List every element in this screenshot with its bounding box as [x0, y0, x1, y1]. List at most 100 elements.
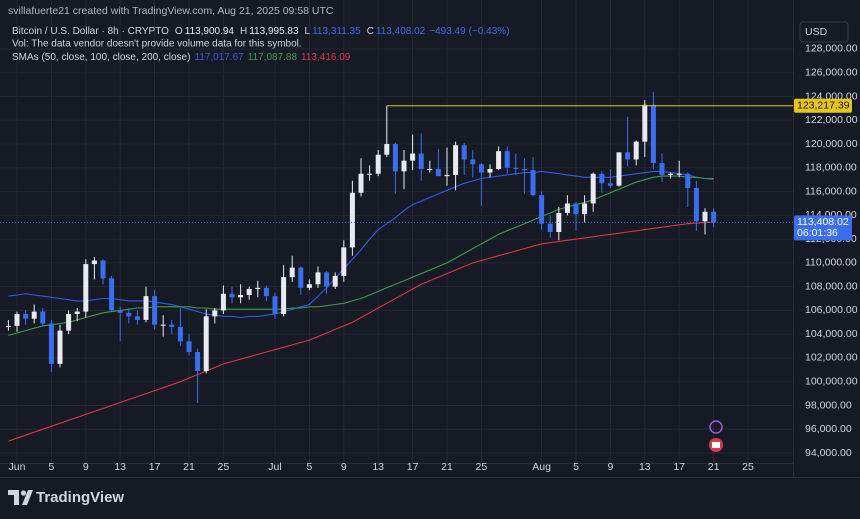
candle-body	[702, 211, 708, 222]
candle-body	[633, 141, 639, 160]
candle-body	[91, 260, 97, 265]
symbol: Bitcoin / U.S. Dollar · 8h · CRYPTO	[12, 26, 169, 37]
candle-body	[152, 296, 158, 325]
candle-body	[521, 168, 527, 171]
ohlc-value: 113,900.94	[185, 26, 235, 37]
candle-body	[547, 223, 553, 232]
ohlc-value: 113,311.35	[312, 26, 361, 37]
x-tick-label: 13	[114, 461, 126, 473]
candle-body	[358, 173, 364, 193]
candle-body	[298, 267, 304, 288]
countdown: 06:01:36	[797, 227, 838, 239]
x-tick-label: 5	[573, 461, 579, 473]
last-price-label: 113,408.02	[797, 216, 849, 228]
logo-mark	[8, 490, 19, 505]
y-tick-label: 116,000.00	[805, 185, 857, 197]
ohlc-key: O	[175, 26, 183, 37]
candle-body	[324, 272, 330, 287]
last-price-tag	[794, 215, 852, 241]
x-tick-label: 9	[341, 461, 347, 473]
y-tick-label: 94,000.00	[805, 447, 852, 459]
currency-box[interactable]	[799, 21, 849, 43]
candle-body	[31, 311, 37, 319]
candle-body	[470, 159, 476, 165]
candle-body	[315, 272, 321, 285]
candle-body	[375, 154, 381, 174]
sma-line	[8, 221, 714, 442]
candle-body	[109, 278, 115, 311]
candle-body	[504, 151, 510, 168]
candle-body	[255, 287, 261, 290]
candle-body	[83, 264, 89, 312]
candle-body	[306, 284, 312, 288]
x-tick-label: Aug	[532, 461, 551, 473]
candle-body	[281, 277, 287, 314]
candle-body	[186, 341, 192, 353]
sma-value: 113,416.09	[301, 52, 351, 63]
y-tick-label: 102,000.00	[805, 352, 858, 364]
x-tick-label: 5	[48, 461, 54, 473]
level-tag	[794, 98, 852, 113]
event-icon[interactable]	[709, 420, 723, 434]
change-pct: (−0.43%)	[469, 26, 510, 37]
sma-value: 117,017.67	[194, 52, 244, 63]
logo-dot	[20, 490, 27, 496]
candle-body	[332, 275, 338, 287]
candle-body	[48, 323, 54, 364]
currency[interactable]: USD	[805, 26, 828, 38]
x-tick-label: 21	[183, 461, 195, 473]
y-tick-label: 118,000.00	[805, 162, 857, 174]
x-tick-label: 25	[742, 461, 754, 473]
event-icons[interactable]	[709, 420, 723, 452]
candle-body	[169, 324, 175, 328]
candle-body	[367, 173, 373, 175]
candle-body	[212, 310, 218, 317]
candle-body	[487, 168, 493, 173]
candle-body	[513, 167, 519, 169]
candle-body	[539, 195, 545, 224]
candle-body	[57, 330, 63, 364]
candle-body	[143, 296, 149, 320]
y-tick-label: 104,000.00	[805, 328, 858, 340]
sma-value: 117,087.88	[248, 52, 298, 63]
candle-body	[289, 267, 295, 278]
candle-body	[435, 168, 441, 177]
candle-body	[229, 293, 235, 298]
y-tick-label: 126,000.00	[805, 67, 858, 79]
y-tick-label: 128,000.00	[805, 43, 858, 55]
x-tick-label: 17	[407, 461, 419, 473]
brand: TradingView	[36, 489, 124, 506]
candle-body	[66, 313, 72, 331]
sma-header: SMAs (50, close, 100, close, 200, close)…	[12, 52, 351, 63]
y-tick-label: 96,000.00	[805, 423, 852, 435]
candle-body	[444, 174, 450, 177]
candle-body	[263, 287, 269, 297]
candle-body	[711, 211, 717, 223]
candle-body	[427, 168, 433, 170]
candle-body	[23, 313, 29, 319]
change: −493.49	[429, 26, 466, 37]
candle-body	[616, 152, 622, 186]
y-tick-label: 100,000.00	[805, 375, 858, 387]
candle-body	[676, 173, 682, 175]
x-tick-label: 21	[708, 461, 720, 473]
event-icon-detail	[712, 442, 720, 448]
y-tick-label: 120,000.00	[805, 138, 858, 150]
plot	[0, 91, 793, 442]
ohlc-header: Bitcoin / U.S. Dollar · 8h · CRYPTO O 113,…	[12, 26, 510, 37]
ohlc-key: C	[367, 26, 374, 37]
candle-body	[685, 173, 691, 189]
candle-body	[14, 313, 20, 326]
sma-line	[8, 175, 714, 336]
candle-body	[607, 183, 613, 186]
candle-body	[573, 203, 579, 215]
credit: svillafuerte21 created with TradingView.…	[8, 5, 334, 17]
x-tick-label: 17	[149, 461, 161, 473]
ohlc-value: 113,408.02	[376, 26, 426, 37]
x-tick-label: 17	[673, 461, 685, 473]
candle-body	[401, 160, 407, 172]
candle-body	[177, 327, 183, 342]
candle-body	[246, 289, 252, 295]
candle-body	[100, 260, 106, 279]
